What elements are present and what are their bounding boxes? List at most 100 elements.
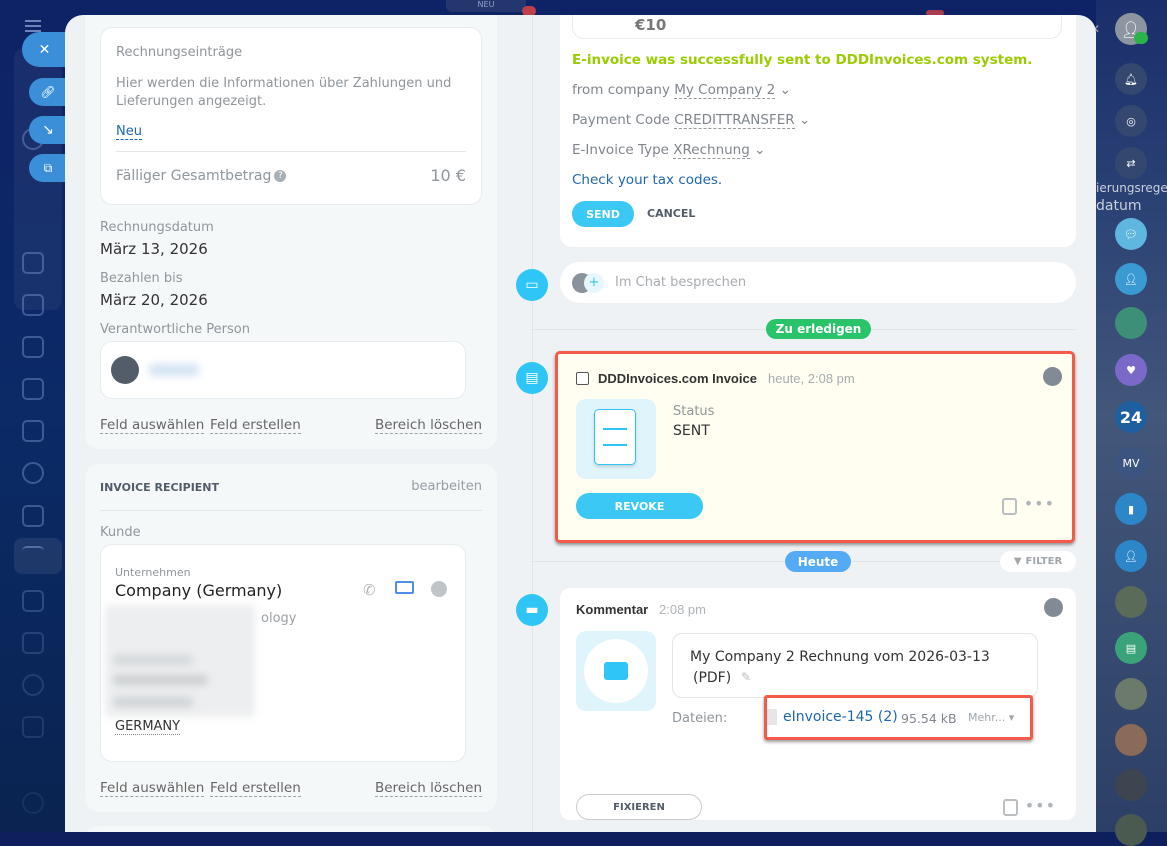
invoice-recipient-section: INVOICE RECIPIENT bearbeiten Kunde Unter… — [85, 464, 497, 812]
entries-description: Hier werden die Informationen über Zahlu… — [116, 76, 452, 109]
note-icon[interactable] — [1003, 799, 1018, 816]
activity-time: heute, 2:08 pm — [768, 371, 855, 386]
chat-icon[interactable] — [431, 581, 447, 597]
divider — [100, 510, 482, 511]
nav-cart-icon[interactable] — [22, 716, 44, 738]
open-new-window-button[interactable]: ⧉ — [29, 154, 67, 182]
close-slider-button[interactable]: ✕ — [22, 32, 67, 67]
pin-button[interactable]: FIXIEREN — [576, 794, 702, 820]
file-size: 95.54 kB — [901, 711, 957, 726]
create-field-link[interactable]: Feld erstellen — [210, 417, 301, 434]
notification-dot — [926, 10, 944, 16]
chat-input[interactable]: + Im Chat besprechen — [560, 262, 1076, 303]
chat-avatar[interactable]: ♥ — [1115, 354, 1147, 386]
status-play-icon — [1134, 32, 1148, 44]
nav-funnel-icon[interactable] — [22, 546, 44, 568]
company-name[interactable]: Company (Germany) — [115, 581, 283, 600]
address-line-blurred — [113, 675, 208, 685]
notifications-button[interactable]: 🔔︎ — [1115, 63, 1147, 95]
filter-button[interactable]: ▼ FILTER — [1000, 551, 1076, 572]
activity-title[interactable]: DDDInvoices.com Invoice — [598, 371, 757, 386]
external-link-icon: ⧉ — [43, 160, 53, 175]
nav-schedule-icon[interactable] — [22, 590, 44, 612]
comment-timeline-icon: ▬ — [516, 594, 548, 626]
nav-settings-icon[interactable] — [22, 792, 44, 814]
edit-pencil-icon[interactable]: ✎ — [741, 670, 752, 684]
note-icon[interactable] — [1002, 498, 1017, 515]
chat-avatar[interactable]: ▮ — [1115, 493, 1147, 525]
address-line-blurred — [113, 697, 193, 707]
file-icon — [767, 709, 777, 725]
nav-filter-active[interactable] — [14, 538, 62, 574]
more-icon[interactable]: ••• — [1024, 796, 1056, 815]
nav-tasks-icon[interactable] — [22, 505, 44, 527]
chat-avatar[interactable]: MV — [1115, 447, 1147, 479]
nav-target-icon[interactable] — [22, 674, 44, 696]
minimize-button[interactable]: ↘ — [29, 116, 67, 144]
partial-address-line: ology — [261, 611, 297, 626]
new-badge: NEU — [446, 0, 526, 12]
create-field-link[interactable]: Feld erstellen — [210, 780, 301, 797]
check-tax-codes-link[interactable]: Check your tax codes. — [572, 172, 723, 188]
author-avatar[interactable] — [1044, 598, 1063, 617]
chevron-down-icon[interactable]: ⌄ — [749, 142, 766, 158]
edit-link[interactable]: bearbeiten — [411, 479, 482, 494]
payment-code-select[interactable]: CREDITTRANSFER — [674, 112, 795, 129]
entries-card: Rechnungseinträge Hier werden die Inform… — [100, 27, 482, 205]
chevron-down-icon[interactable]: ⌄ — [794, 112, 811, 128]
nav-users-icon[interactable] — [22, 462, 44, 484]
chat-avatar[interactable]: 👤︎ — [1115, 263, 1147, 295]
mail-icon[interactable] — [395, 581, 414, 594]
plus-icon[interactable]: + — [584, 273, 604, 293]
chat-avatar[interactable] — [1115, 678, 1147, 710]
menu-icon[interactable] — [25, 20, 41, 32]
comment-title: Kommentar — [576, 602, 649, 617]
chat-avatar[interactable] — [1115, 724, 1147, 756]
timeline-line — [532, 15, 533, 832]
help-icon[interactable]: ? — [274, 170, 287, 182]
chat-avatar[interactable]: 24 — [1115, 401, 1147, 433]
chevron-down-icon[interactable]: ⌄ — [775, 82, 791, 98]
comment-icon — [576, 631, 656, 711]
einvoice-type-select[interactable]: XRechnung — [673, 142, 750, 159]
file-attachment: eInvoice-145 (2) 95.54 kB Mehr... ▾ — [764, 695, 1033, 740]
chat-avatar[interactable] — [1115, 307, 1147, 339]
copy-link-button[interactable]: 🔗︎ — [29, 78, 67, 106]
cancel-button[interactable]: CANCEL — [647, 207, 696, 220]
nav-mail-icon[interactable] — [22, 420, 44, 442]
more-icon[interactable]: ••• — [1023, 494, 1055, 513]
country[interactable]: GERMANY — [115, 719, 181, 735]
nav-document-icon[interactable] — [22, 294, 44, 316]
delete-section-link[interactable]: Bereich löschen — [374, 417, 482, 434]
nav-store-icon[interactable] — [22, 632, 44, 654]
chat-sync-button[interactable]: ⇄ — [1115, 147, 1147, 179]
send-button[interactable]: SEND — [572, 201, 634, 227]
comment-text-box: My Company 2 Rechnung vom 2026-03-13 (PD… — [672, 633, 1038, 698]
file-link[interactable]: eInvoice-145 (2) — [783, 709, 898, 725]
phone-icon[interactable]: ✆ — [363, 581, 376, 599]
responsible-person[interactable] — [100, 341, 466, 399]
link-icon: 🔗︎ — [40, 85, 56, 99]
nav-presentation-icon[interactable] — [22, 336, 44, 358]
success-message: E-invoice was successfully sent to DDDIn… — [572, 52, 1033, 68]
responsible-avatar[interactable] — [1043, 367, 1062, 386]
more-dropdown[interactable]: Mehr... ▾ — [968, 711, 1015, 724]
complete-checkbox[interactable] — [576, 372, 589, 385]
chat-avatar[interactable] — [1115, 769, 1147, 801]
select-field-link[interactable]: Feld auswählen — [100, 780, 205, 797]
new-entry-link[interactable]: Neu — [116, 124, 142, 140]
nav-calendar-icon[interactable] — [22, 252, 44, 274]
chat-avatar[interactable]: ▤ — [1115, 632, 1147, 664]
due-date-label: Bezahlen bis — [100, 271, 183, 286]
revoke-button[interactable]: REVOKE — [576, 493, 703, 519]
from-company-select[interactable]: My Company 2 — [674, 82, 776, 99]
chat-avatar[interactable] — [1115, 586, 1147, 618]
chat-avatar[interactable]: 👤︎ — [1115, 540, 1147, 572]
invoice-date-label: Rechnungsdatum — [100, 220, 214, 235]
activity-button[interactable]: ◎ — [1115, 105, 1147, 137]
delete-section-link[interactable]: Bereich löschen — [374, 780, 482, 797]
select-field-link[interactable]: Feld auswählen — [100, 417, 205, 434]
nav-card-icon[interactable] — [22, 378, 44, 400]
chat-avatar[interactable] — [1115, 814, 1147, 846]
chat-avatar[interactable]: 💬︎ — [1115, 218, 1147, 250]
